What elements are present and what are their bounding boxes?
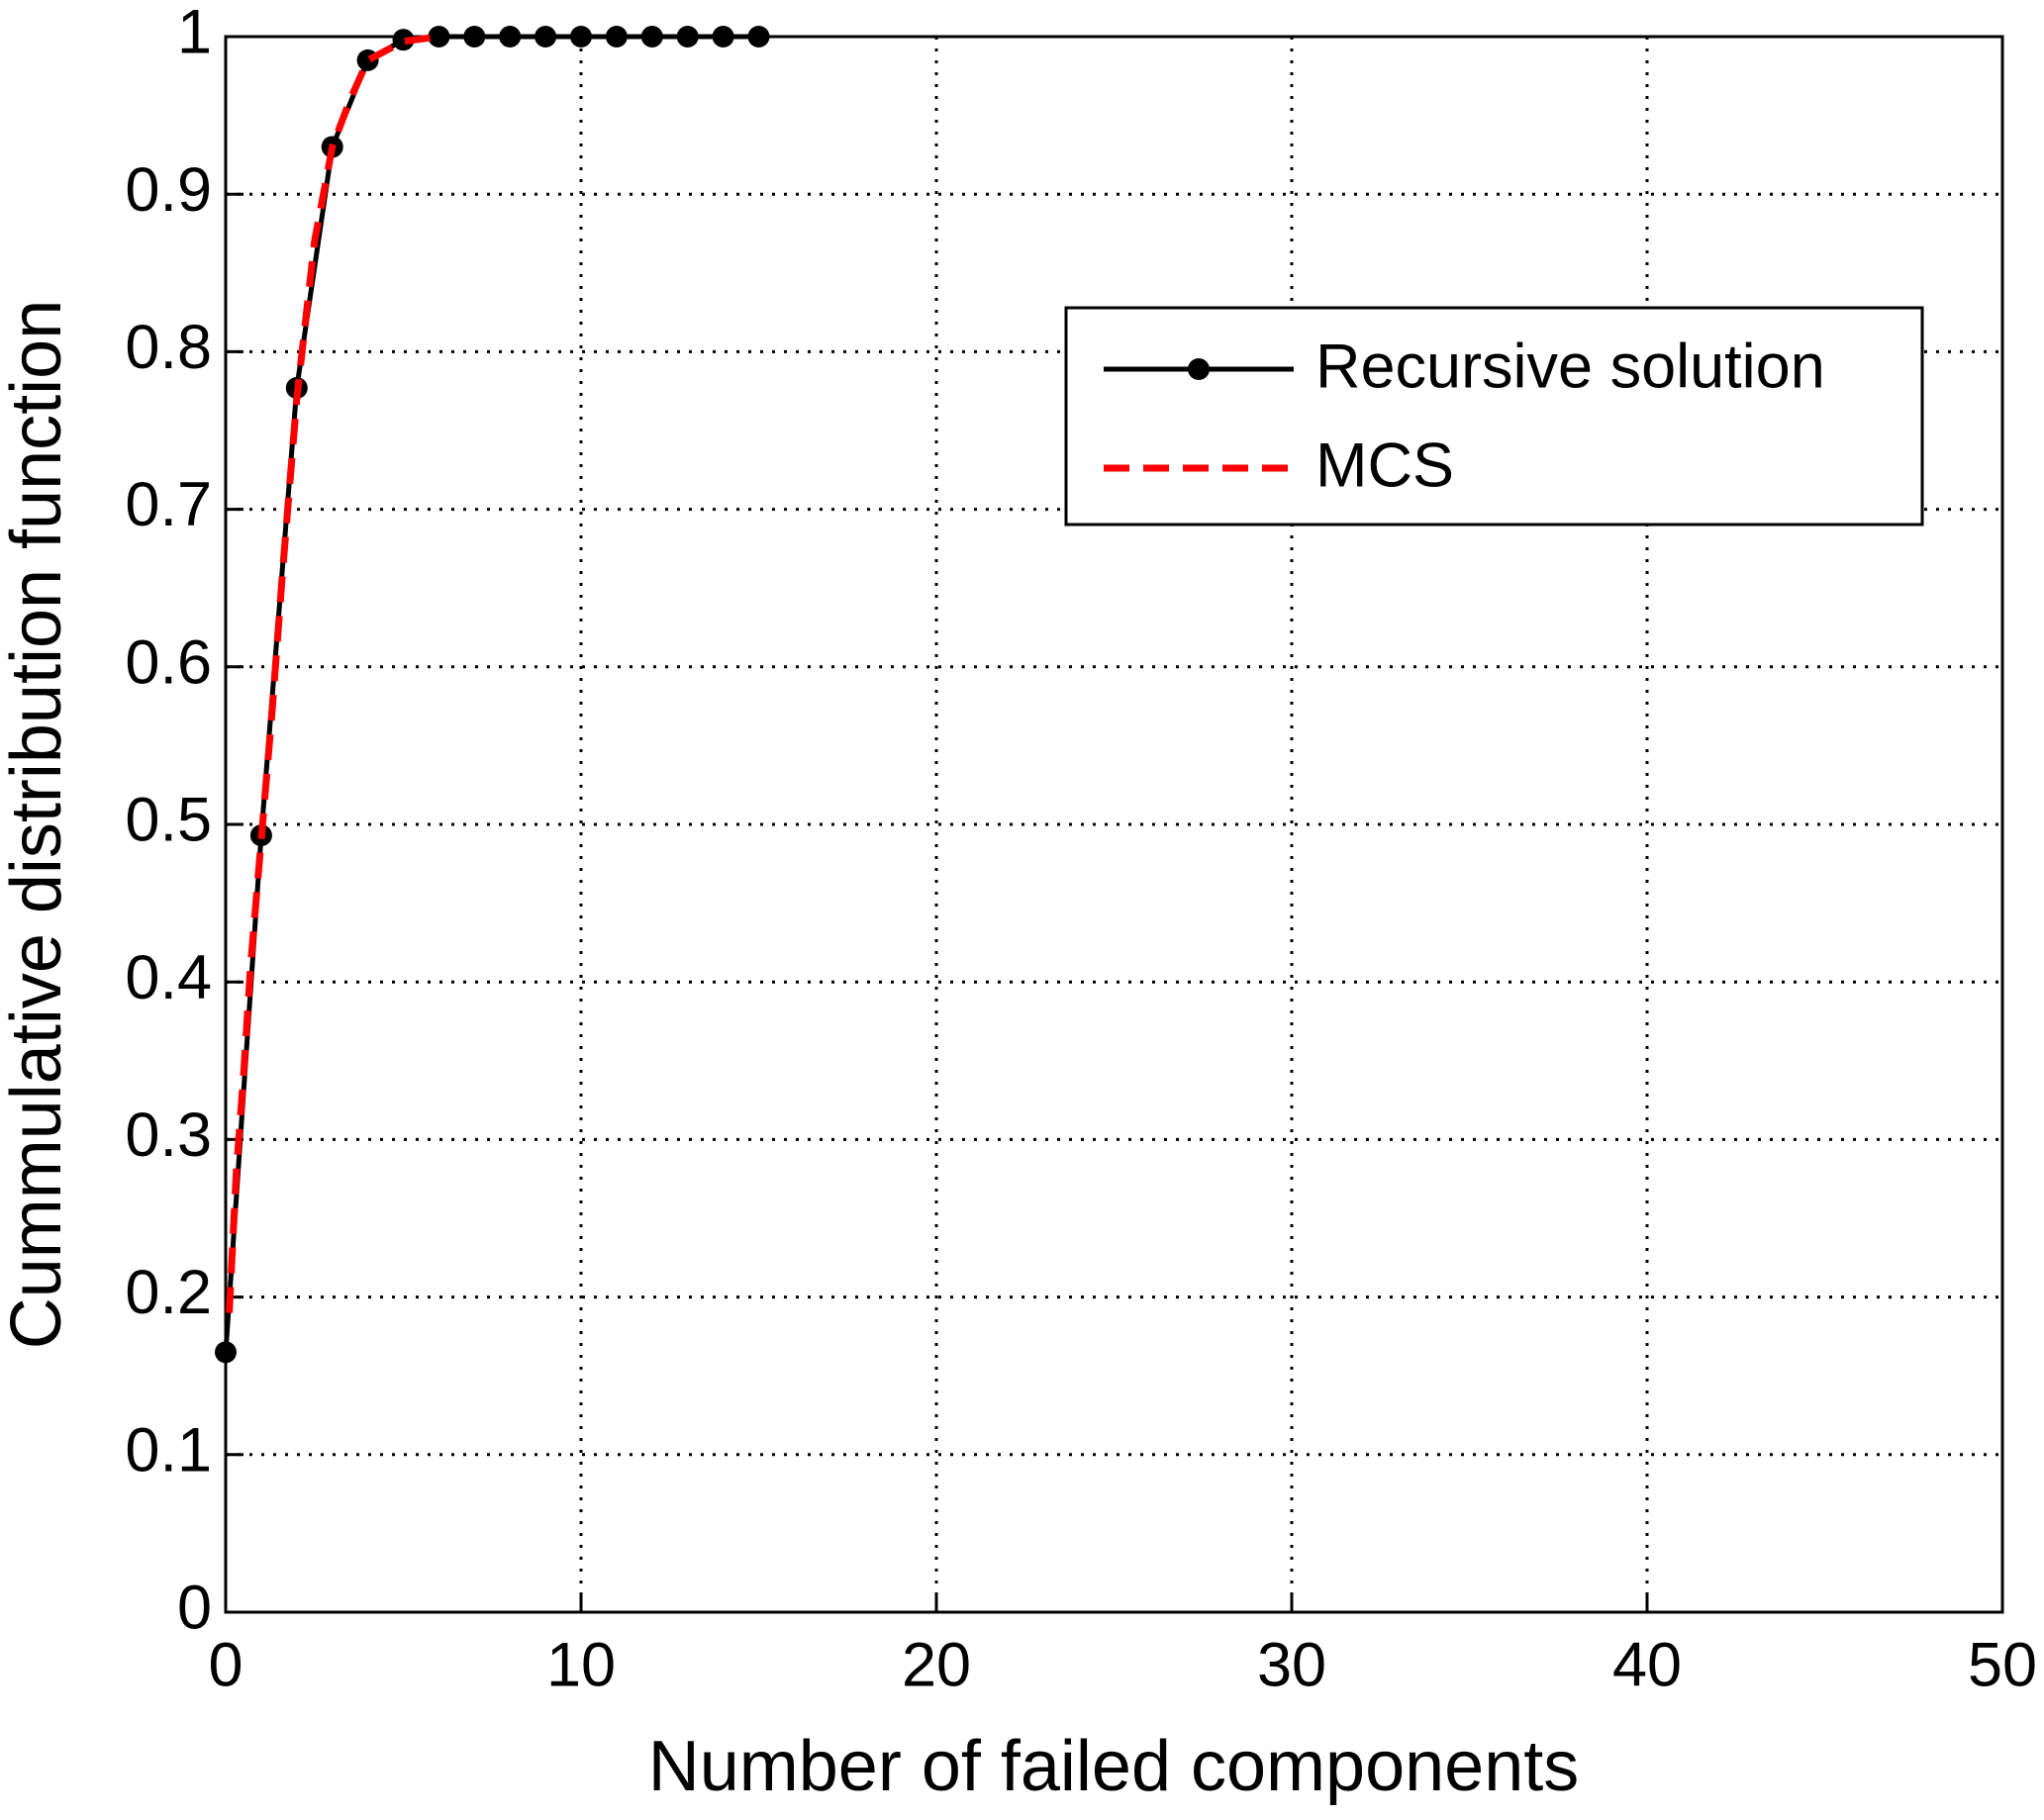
y-tick-label: 0.4 — [125, 943, 212, 1012]
plot-area — [226, 37, 2002, 1612]
series-marker — [640, 26, 663, 48]
y-tick-label: 0.6 — [125, 627, 212, 697]
legend-box — [1064, 306, 1924, 527]
x-tick-label: 20 — [902, 1631, 971, 1700]
series-marker — [747, 26, 770, 48]
y-tick-label: 0.2 — [125, 1258, 212, 1327]
x-tick-label: 50 — [1968, 1631, 2037, 1700]
legend-marker — [1188, 358, 1210, 380]
y-tick-label: 0.5 — [125, 786, 212, 855]
x-tick-label: 30 — [1257, 1631, 1326, 1700]
series-marker — [570, 26, 592, 48]
y-tick-label: 0 — [177, 1574, 212, 1643]
y-tick-label: 0.1 — [125, 1415, 212, 1485]
series-marker — [392, 29, 415, 51]
legend-label: Recursive solution — [1315, 333, 1825, 402]
plot-frame — [224, 35, 2004, 1614]
y-tick-label: 0.8 — [125, 313, 212, 382]
y-tick-label: 1 — [177, 0, 212, 67]
x-axis-label: Number of failed components — [648, 1727, 1580, 1806]
series-marker — [499, 26, 522, 48]
x-tick-label: 0 — [208, 1631, 243, 1700]
series-marker — [428, 26, 450, 48]
x-tick-label: 10 — [546, 1631, 616, 1700]
y-tick-label: 0.3 — [125, 1101, 212, 1170]
series-marker — [676, 26, 699, 48]
y-tick-label: 0.9 — [125, 155, 212, 225]
series-marker — [712, 26, 734, 48]
series-marker — [463, 26, 486, 48]
series-marker — [535, 26, 557, 48]
x-tick-label: 40 — [1612, 1631, 1682, 1700]
y-axis-label: Cummulative distribution function — [0, 300, 76, 1350]
series-line — [226, 33, 439, 1313]
series-marker — [605, 26, 628, 48]
legend-label: MCS — [1315, 431, 1454, 501]
y-tick-label: 0.7 — [125, 470, 212, 539]
series-marker — [215, 1341, 237, 1364]
